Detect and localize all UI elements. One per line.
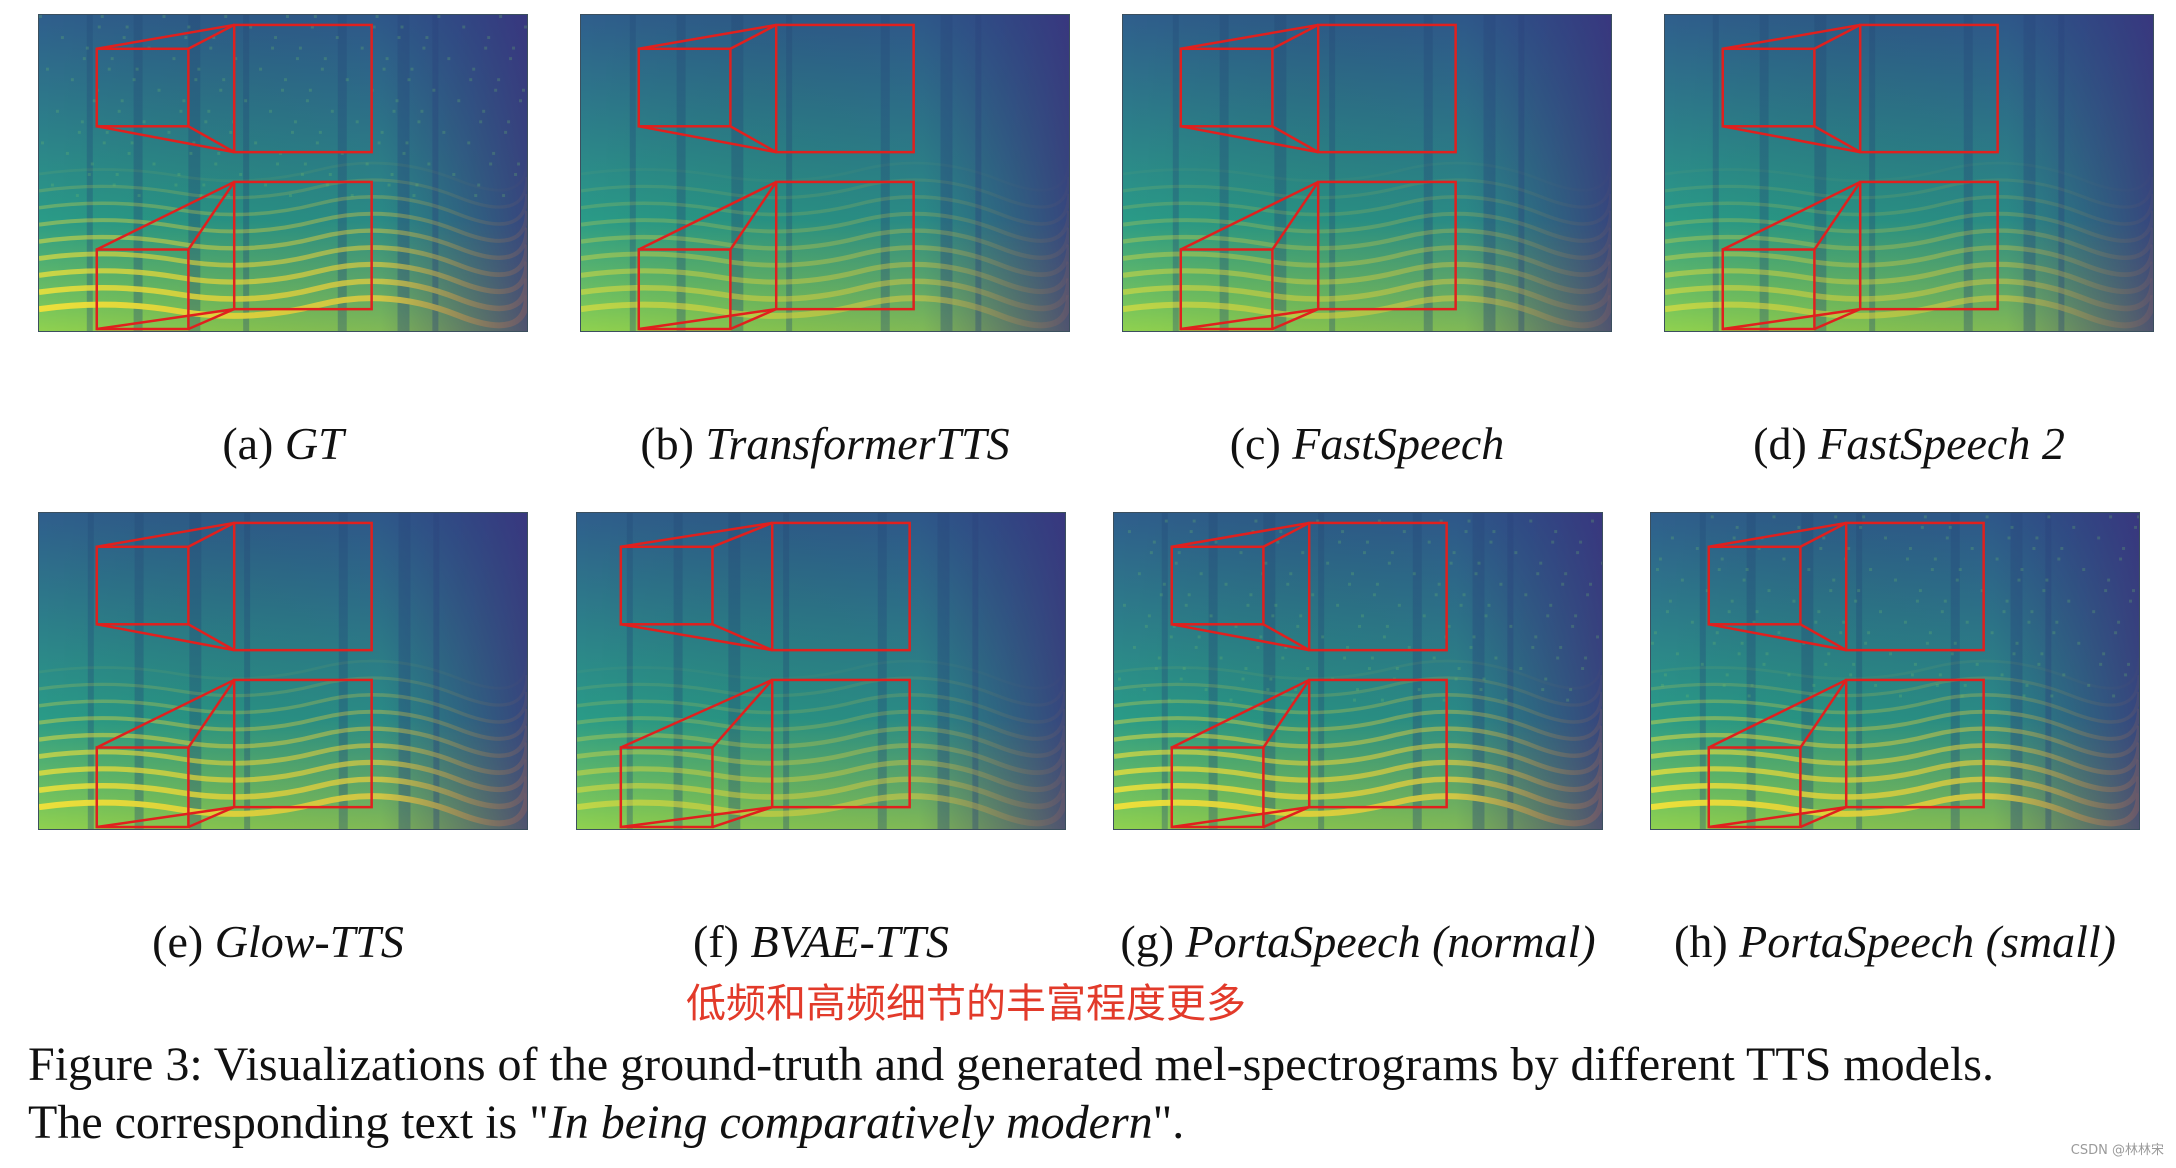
caption-model: PortaSpeech (small) bbox=[1739, 916, 2116, 967]
caption-letter: (g) bbox=[1120, 916, 1175, 967]
spectrogram-panel-c bbox=[1122, 14, 1612, 332]
caption-text-prefix: The corresponding text is " bbox=[28, 1096, 549, 1149]
annotation-note: 低频和高频细节的丰富程度更多 bbox=[686, 981, 1246, 1027]
caption-quoted-text: In being comparatively modern bbox=[548, 1096, 1153, 1149]
caption-letter: (f) bbox=[693, 916, 739, 967]
caption-d: (d) FastSpeech 2 bbox=[1664, 414, 2154, 474]
caption-letter: (a) bbox=[222, 418, 274, 469]
figure-caption-line2: The corresponding text is "In being comp… bbox=[28, 1094, 1184, 1152]
caption-model: PortaSpeech (normal) bbox=[1185, 916, 1596, 967]
caption-letter: (b) bbox=[640, 418, 694, 469]
caption-c: (c) FastSpeech bbox=[1122, 414, 1612, 474]
watermark: CSDN @林林宋 bbox=[2070, 1143, 2164, 1158]
spectrogram-panel-b bbox=[580, 14, 1070, 332]
caption-h: (h) PortaSpeech (small) bbox=[1640, 912, 2150, 972]
spectrogram-panel-e bbox=[38, 512, 528, 830]
caption-model: TransformerTTS bbox=[705, 418, 1010, 469]
caption-a: (a) GT bbox=[38, 414, 528, 474]
caption-model: FastSpeech bbox=[1292, 418, 1505, 469]
caption-b: (b) TransformerTTS bbox=[580, 414, 1070, 474]
caption-e: (e) Glow-TTS bbox=[28, 912, 528, 972]
spectrogram-panel-h bbox=[1650, 512, 2140, 830]
caption-model: FastSpeech 2 bbox=[1818, 418, 2065, 469]
caption-letter: (c) bbox=[1229, 418, 1281, 469]
spectrogram-panel-f bbox=[576, 512, 1066, 830]
caption-model: Glow-TTS bbox=[214, 916, 404, 967]
caption-g: (g) PortaSpeech (normal) bbox=[1098, 912, 1618, 972]
caption-f: (f) BVAE-TTS bbox=[576, 912, 1066, 972]
caption-letter: (e) bbox=[152, 916, 204, 967]
caption-letter: (h) bbox=[1674, 916, 1728, 967]
spectrogram-panel-d bbox=[1664, 14, 2154, 332]
caption-model: BVAE-TTS bbox=[750, 916, 949, 967]
spectrogram-panel-g bbox=[1113, 512, 1603, 830]
spectrogram-panel-a bbox=[38, 14, 528, 332]
caption-model: GT bbox=[284, 418, 344, 469]
figure-caption-line1: Figure 3: Visualizations of the ground-t… bbox=[28, 1038, 1994, 1091]
caption-text-suffix: ". bbox=[1152, 1096, 1185, 1149]
caption-letter: (d) bbox=[1753, 418, 1807, 469]
